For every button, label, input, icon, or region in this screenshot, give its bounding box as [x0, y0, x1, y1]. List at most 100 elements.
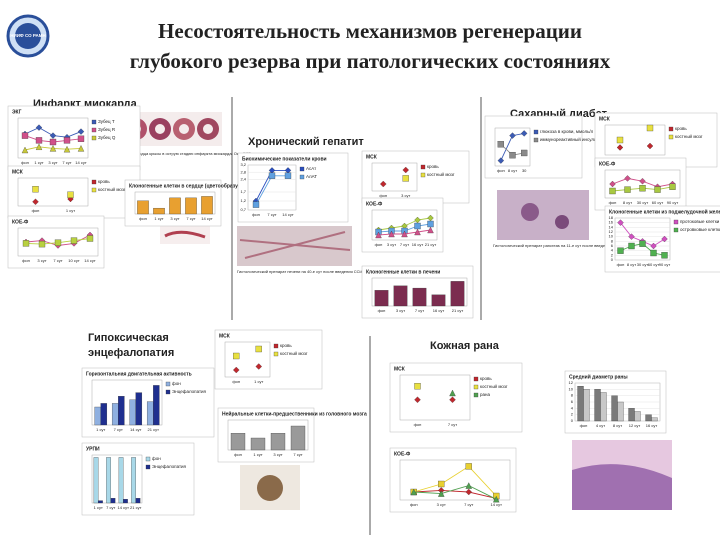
point [284, 172, 292, 179]
y-tick-label: 12 [569, 380, 574, 385]
legend-swatch [273, 343, 279, 349]
x-tick-label: фон [139, 216, 147, 221]
y-tick-label: 14 [609, 224, 614, 229]
title-line: Несостоятельность механизмов регенерации [158, 19, 582, 43]
point [628, 242, 635, 250]
bar [129, 399, 136, 426]
caption: Гистологический препарат печени на 40-е … [237, 269, 364, 274]
point [414, 228, 421, 236]
legend-label: фон [172, 381, 181, 386]
x-tick-label: 14 сут [75, 160, 87, 165]
point [32, 186, 39, 193]
x-tick-label: 3 сут [48, 160, 57, 165]
point [427, 220, 434, 228]
legend-label: костный мозг [98, 186, 126, 192]
bar [628, 408, 635, 422]
x-tick-label: 8 сут [508, 168, 517, 173]
x-tick-label: фон [234, 452, 242, 457]
x-tick-label: 60 сут [652, 200, 664, 205]
y-tick-label: 0,7 [240, 207, 246, 212]
legend-swatch [533, 129, 539, 135]
x-tick-label: 8 сут [627, 262, 636, 267]
y-tick-label: 4 [611, 248, 614, 253]
skin-image [572, 440, 672, 510]
legend-label: АлАТ [306, 174, 317, 179]
x-tick-label: 3 сут [37, 258, 46, 263]
y-tick-label: 6 [571, 399, 574, 404]
point [669, 183, 676, 190]
line [413, 489, 497, 499]
point [63, 145, 71, 153]
bar [634, 411, 641, 422]
point [77, 135, 85, 142]
legend-label: рана [480, 392, 490, 397]
pancreas-image [497, 190, 589, 240]
x-tick-label: 10 сут [68, 258, 80, 263]
bar [230, 433, 246, 451]
x-tick-label: фон [252, 212, 260, 217]
legend-swatch [473, 384, 479, 390]
legend-swatch [91, 119, 97, 125]
x-tick-label: 30 сут [637, 200, 649, 205]
x-tick-label: 14 сут [201, 216, 213, 221]
plot-area [399, 374, 471, 421]
point [380, 180, 387, 188]
x-tick-label: 60 сут [648, 262, 660, 267]
point [449, 396, 456, 403]
chart-title: МСК [599, 116, 611, 122]
point [410, 488, 417, 496]
point [21, 132, 29, 139]
legend-label: Зубец R [98, 127, 116, 132]
legend-swatch [533, 137, 539, 143]
point [650, 242, 657, 250]
legend-label: Зубец Q [98, 135, 116, 140]
x-tick-label: фон [609, 200, 617, 205]
x-tick-label: 14 сут [130, 427, 142, 432]
legend-swatch [299, 174, 305, 180]
panel-title: энцефалопатия [88, 347, 174, 359]
point [402, 166, 409, 174]
point [32, 198, 39, 206]
y-tick-label: 0 [611, 257, 614, 262]
x-tick-label: 21 сут [148, 427, 160, 432]
point [624, 186, 631, 193]
legend-label: костный мозг [280, 350, 308, 356]
x-tick-label: фон [497, 168, 505, 173]
point [497, 141, 504, 148]
x-tick-label: 21 сут [425, 242, 437, 247]
point [35, 137, 43, 144]
chart-title: Средний диаметр раны [569, 373, 628, 380]
point [465, 482, 472, 489]
x-tick-label: 1 сут [94, 505, 103, 510]
x-tick-label: 30 [522, 168, 527, 173]
point [438, 490, 445, 497]
point [493, 495, 500, 503]
y-tick-label: 12 [609, 229, 614, 234]
point [624, 175, 631, 182]
point [77, 128, 85, 135]
y-tick-label: 10 [569, 386, 574, 391]
x-tick-label: 90 сут [667, 200, 679, 205]
x-tick-label: 7 сут [400, 242, 409, 247]
x-tick-label: 90 сут [659, 262, 671, 267]
point [414, 222, 421, 230]
point [617, 219, 624, 226]
bar [270, 433, 286, 451]
x-tick-label: 16 сут [433, 308, 445, 313]
x-tick-label: фон [32, 208, 40, 213]
caption: Срезы сердца крысы в острую стадию инфар… [122, 151, 252, 156]
legend-swatch [673, 227, 679, 233]
point [616, 136, 624, 144]
point [639, 240, 646, 247]
brain-image [240, 465, 300, 510]
x-tick-label: фон [232, 379, 240, 384]
point [49, 132, 57, 139]
legend-swatch [165, 381, 171, 387]
bar [146, 401, 154, 426]
plot-area [604, 124, 666, 156]
plot-area [399, 459, 511, 501]
bar [169, 197, 181, 215]
point [609, 180, 616, 188]
x-tick-label: 7 сут [464, 502, 473, 507]
logo-text: НИИФ СО РАМН [10, 33, 46, 38]
